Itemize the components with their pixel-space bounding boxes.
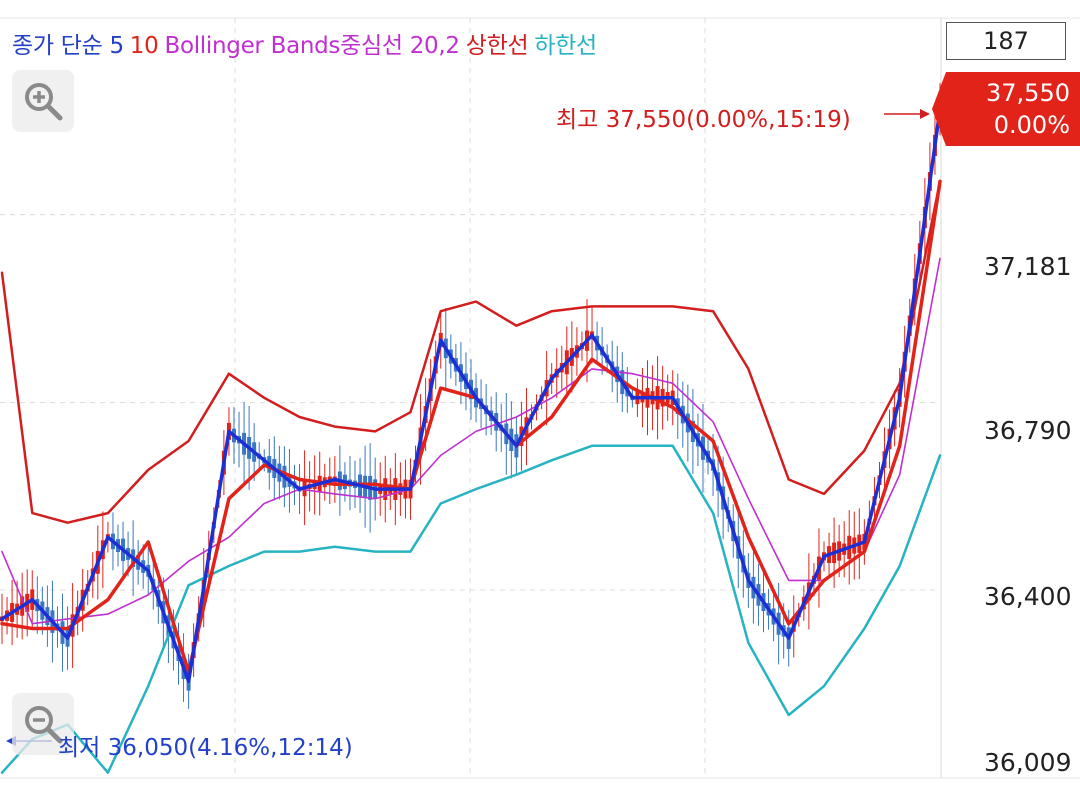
- current-price-change: 0.00%: [993, 111, 1070, 139]
- y-tick-label: 37,181: [984, 252, 1072, 281]
- zoom-out-icon: [25, 706, 63, 744]
- bollinger-lower-line: [0, 444, 942, 774]
- ma10-line: [0, 179, 942, 674]
- count-input[interactable]: 187: [946, 22, 1066, 60]
- zoom-out-button[interactable]: [12, 693, 74, 755]
- legend-bollinger-upper[interactable]: 상한선: [465, 33, 529, 59]
- legend-ma10[interactable]: 10: [129, 33, 159, 59]
- zoom-in-button[interactable]: [12, 70, 74, 132]
- current-price-value: 37,550: [986, 79, 1070, 107]
- bollinger-upper-line: [0, 180, 942, 524]
- legend-bollinger-mid[interactable]: Bollinger Bands중심선 20,2: [164, 33, 460, 59]
- chart-legend: 종가 단순 5 10 Bollinger Bands중심선 20,2 상한선 하한선: [12, 26, 603, 60]
- zoom-in-icon: [25, 83, 63, 121]
- high-annotation: 최고 37,550(0.00%,15:19): [556, 107, 851, 133]
- indicator-lines: [0, 107, 942, 774]
- y-tick-label: 36,400: [984, 582, 1072, 611]
- current-price-tag: 37,550 0.00%: [932, 72, 1080, 146]
- low-annotation: 최저 36,050(4.16%,12:14): [58, 735, 353, 761]
- legend-bollinger-lower[interactable]: 하한선: [534, 33, 597, 59]
- y-tick-label: 36,790: [984, 416, 1072, 445]
- annotation-arrows: [6, 109, 930, 746]
- legend-ma5[interactable]: 종가 단순 5: [12, 33, 124, 59]
- y-tick-label: 36,009: [984, 748, 1072, 777]
- ma5-line: [0, 107, 942, 684]
- high-arrow-head: [920, 109, 930, 119]
